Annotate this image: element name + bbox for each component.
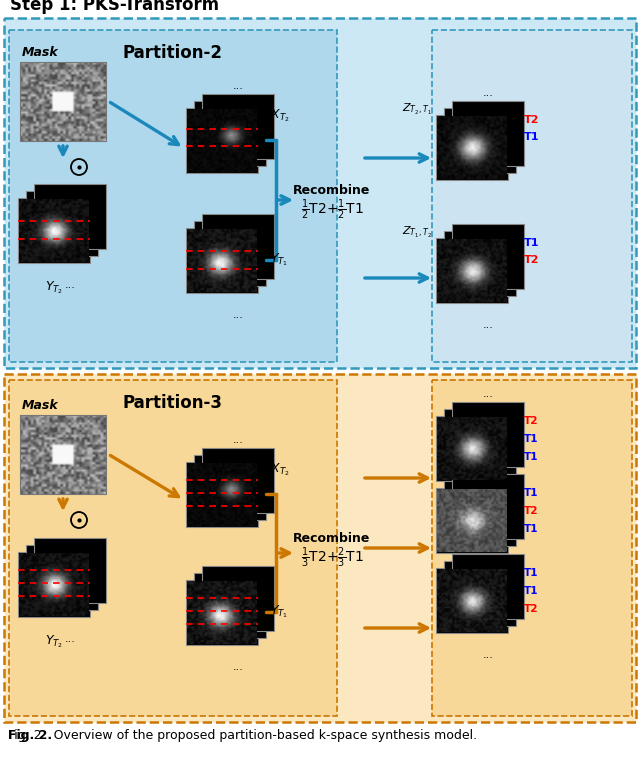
Text: T2: T2	[524, 115, 540, 125]
Bar	[452, 224, 524, 289]
Text: ...: ...	[65, 634, 76, 644]
Text: ...: ...	[232, 435, 243, 445]
Text: ...: ...	[483, 389, 493, 399]
Bar	[444, 561, 516, 626]
Text: T1: T1	[524, 524, 538, 534]
Text: T2: T2	[524, 255, 540, 265]
Text: T1: T1	[524, 586, 538, 596]
Bar	[194, 573, 266, 638]
Text: T1: T1	[524, 452, 538, 462]
Text: Recombine: Recombine	[293, 531, 371, 544]
Bar	[452, 101, 524, 166]
Bar	[20, 62, 106, 141]
Bar	[26, 545, 98, 610]
Text: T1: T1	[524, 568, 538, 578]
Text: Mask: Mask	[22, 46, 59, 59]
Text: Fig. 2.  Overview of the proposed partition-based k-space synthesis model.: Fig. 2. Overview of the proposed partiti…	[8, 729, 477, 742]
Bar	[436, 488, 508, 553]
Bar	[444, 481, 516, 546]
Text: ...: ...	[483, 88, 493, 98]
Bar	[34, 184, 106, 249]
Bar	[26, 191, 98, 256]
Text: ...: ...	[232, 81, 243, 91]
Bar	[452, 474, 524, 539]
Bar	[4, 374, 636, 722]
Bar	[9, 30, 337, 362]
Text: T1: T1	[524, 488, 538, 498]
Bar	[18, 552, 90, 617]
Text: T1: T1	[524, 238, 540, 248]
Bar	[452, 554, 524, 619]
Text: ...: ...	[483, 320, 493, 330]
Bar	[9, 380, 337, 716]
Bar	[436, 568, 508, 633]
Text: $X_{T_2}$: $X_{T_2}$	[270, 462, 290, 478]
Bar	[194, 455, 266, 520]
Bar	[186, 108, 258, 173]
Text: T2: T2	[524, 604, 538, 614]
Bar	[34, 538, 106, 603]
Text: Fig. 2.: Fig. 2.	[8, 729, 52, 742]
Text: $X_{T_2}$: $X_{T_2}$	[270, 107, 290, 124]
Bar	[194, 221, 266, 286]
Text: $Z_{T_1,T_2}$: $Z_{T_1,T_2}$	[402, 225, 432, 239]
Text: T1: T1	[524, 132, 540, 142]
Text: Step 1: PKS-Transform: Step 1: PKS-Transform	[10, 0, 219, 14]
Text: ...: ...	[483, 650, 493, 660]
Text: $Y_{T_1}$: $Y_{T_1}$	[270, 252, 288, 268]
Bar	[436, 416, 508, 481]
Bar	[186, 462, 258, 527]
Bar	[452, 402, 524, 467]
Bar	[432, 30, 632, 362]
Bar	[202, 214, 274, 279]
Bar	[444, 231, 516, 296]
Bar	[20, 415, 106, 494]
Text: Mask: Mask	[22, 399, 59, 412]
Text: $Y_{T_2}$: $Y_{T_2}$	[45, 633, 63, 650]
Bar	[436, 115, 508, 180]
Bar	[186, 228, 258, 293]
Bar	[432, 380, 632, 716]
Bar	[202, 94, 274, 159]
Text: T2: T2	[524, 416, 538, 426]
Text: Partition-2: Partition-2	[122, 44, 222, 62]
Bar	[186, 580, 258, 645]
Bar	[202, 566, 274, 631]
Text: Partition-3: Partition-3	[122, 394, 222, 412]
Bar	[444, 108, 516, 173]
Text: $\frac{1}{3}$T2+$\frac{2}{3}$T1: $\frac{1}{3}$T2+$\frac{2}{3}$T1	[301, 546, 364, 570]
Bar	[436, 238, 508, 303]
Bar	[18, 198, 90, 263]
Text: ...: ...	[232, 310, 243, 320]
Text: $Z_{T_2,T_1}$: $Z_{T_2,T_1}$	[402, 101, 432, 117]
Text: $Y_{T_1}$: $Y_{T_1}$	[270, 604, 288, 620]
Text: ...: ...	[65, 280, 76, 290]
Bar	[202, 448, 274, 513]
Bar	[4, 18, 636, 368]
Text: T2: T2	[524, 506, 538, 516]
Text: $\frac{1}{2}$T2+$\frac{1}{2}$T1: $\frac{1}{2}$T2+$\frac{1}{2}$T1	[301, 198, 364, 222]
Text: $Y_{T_2}$: $Y_{T_2}$	[45, 279, 63, 295]
Bar	[194, 101, 266, 166]
Text: ...: ...	[232, 662, 243, 672]
Text: T1: T1	[524, 434, 538, 444]
Text: Recombine: Recombine	[293, 183, 371, 197]
Bar	[444, 409, 516, 474]
